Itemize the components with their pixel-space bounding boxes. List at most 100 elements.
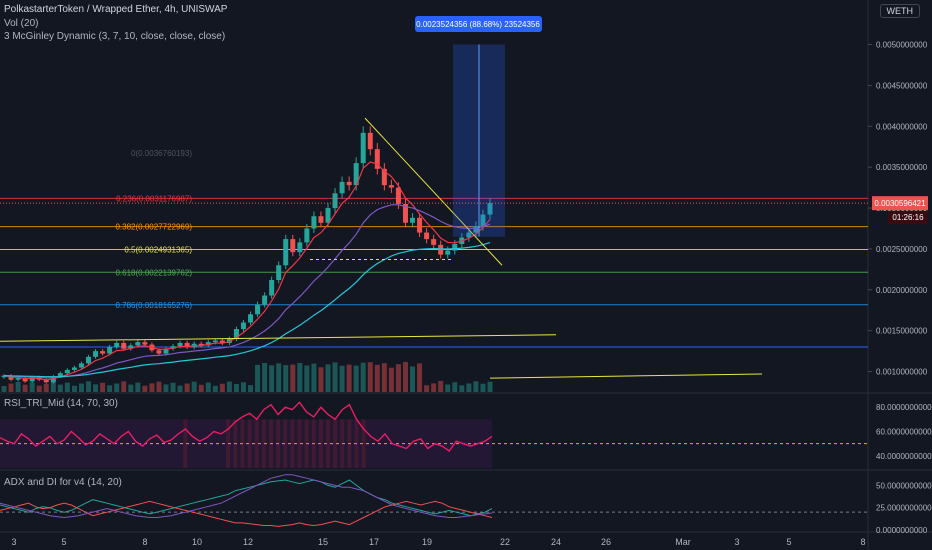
rsi-bg-bar: [326, 419, 330, 468]
volume-bar: [445, 384, 451, 392]
volume-bar: [459, 385, 465, 392]
volume-bar: [388, 367, 394, 392]
candle-body: [438, 244, 444, 255]
fib-level-label: 0.382(0.0027722969): [115, 223, 192, 232]
candle-body: [276, 265, 282, 280]
fib-level-label: 0.786(0.0018165276): [115, 301, 192, 310]
candle-body: [262, 295, 268, 305]
x-tick-label: 12: [243, 537, 253, 547]
candle-body: [71, 367, 77, 370]
candle-body: [205, 342, 211, 346]
measure-label: 0.0023524356 (88.68%) 23524356: [416, 20, 540, 29]
countdown-label: 01:26:16: [892, 213, 924, 222]
fib-level-label: 0.618(0.0022139762): [115, 268, 192, 277]
rsi-bg-bar: [304, 419, 309, 468]
volume-bar: [212, 385, 218, 392]
candle-body: [466, 232, 472, 238]
candle-body: [346, 181, 352, 186]
volume-bar: [332, 362, 338, 392]
volume-bar: [29, 382, 35, 392]
volume-bar: [107, 385, 113, 392]
candle-body: [353, 163, 359, 186]
candle-body: [1, 375, 7, 378]
candle-body: [269, 279, 275, 296]
candle-body: [93, 351, 99, 357]
candle-body: [212, 340, 218, 343]
candle-body: [163, 348, 169, 354]
rsi-bg-bar: [333, 419, 338, 468]
volume-bar: [198, 384, 204, 392]
volume-bar: [248, 385, 254, 392]
volume-bar: [466, 383, 472, 392]
volume-bar: [487, 381, 493, 392]
symbol-badge[interactable]: WETH: [879, 4, 920, 18]
rsi-bg-bar: [276, 419, 281, 468]
candle-body: [240, 322, 246, 330]
adx-series-line: [0, 479, 493, 517]
volume-bar: [191, 381, 197, 392]
adx-y-tick-label: 25.0000000000: [876, 504, 932, 513]
candle-body: [360, 132, 366, 164]
x-tick-label: 24: [551, 537, 561, 547]
x-tick-label: 17: [369, 537, 379, 547]
volume-bar: [100, 382, 106, 392]
candle-body: [290, 239, 296, 253]
volume-indicator-label[interactable]: Vol (20): [4, 18, 39, 29]
candle-body: [135, 342, 141, 346]
candle-body: [402, 203, 408, 223]
volume-bar: [93, 384, 99, 392]
rsi-line: [0, 401, 493, 452]
volume-bar: [417, 363, 423, 392]
adx-panel-title[interactable]: ADX and DI for v4 (14, 20): [4, 477, 122, 488]
volume-bar: [311, 363, 317, 392]
candle-body: [367, 132, 373, 150]
candle-body: [57, 373, 63, 377]
volume-bar: [1, 386, 7, 392]
adx-series-line: [0, 474, 493, 519]
x-tick-label: 3: [11, 537, 16, 547]
volume-bar: [240, 382, 246, 392]
volume-bar: [283, 365, 289, 392]
candle-body: [381, 168, 387, 186]
candle-body: [219, 340, 225, 343]
candle-body: [424, 232, 430, 240]
candle-body: [297, 242, 303, 253]
candle-body: [339, 181, 345, 194]
mcginley-line: [3, 204, 491, 379]
candle-body: [114, 342, 120, 348]
volume-bar: [226, 381, 232, 392]
adx-series-line: [0, 500, 493, 527]
volume-bar: [325, 364, 331, 392]
trendline: [489, 373, 763, 379]
rsi-y-tick-label: 40.0000000000: [876, 452, 932, 461]
candle-body: [318, 216, 324, 223]
candle-body: [43, 379, 49, 383]
volume-bar: [78, 383, 84, 392]
candle-body: [374, 149, 380, 169]
candle-body: [29, 377, 35, 382]
trendline: [0, 334, 557, 342]
candle-body: [233, 329, 239, 339]
volume-bar: [318, 367, 324, 392]
candle-body: [15, 378, 21, 380]
volume-bar: [339, 365, 345, 392]
candle-body: [325, 208, 331, 223]
rsi-panel-title[interactable]: RSI_TRI_Mid (14, 70, 30): [4, 398, 118, 409]
rsi-bg-bar: [183, 419, 188, 468]
volume-bar: [142, 385, 148, 392]
rsi-bg-bar: [268, 419, 273, 468]
volume-bar: [473, 381, 479, 392]
candle-body: [86, 356, 92, 364]
rsi-bg-bar: [318, 419, 323, 468]
mcginley-indicator-label[interactable]: 3 McGinley Dynamic (3, 7, 10, close, clo…: [4, 31, 226, 42]
rsi-bg-bar: [347, 419, 352, 468]
y-tick-label: 0.0020000000: [876, 286, 928, 295]
x-tick-label: 19: [422, 537, 432, 547]
volume-bar: [480, 383, 486, 392]
volume-bar: [36, 385, 42, 392]
volume-bar: [57, 384, 63, 392]
adx-y-tick-label: 50.0000000000: [876, 481, 932, 490]
adx-y-tick-label: 0.0000000000: [876, 526, 928, 535]
x-tick-label: Mar: [675, 537, 691, 547]
